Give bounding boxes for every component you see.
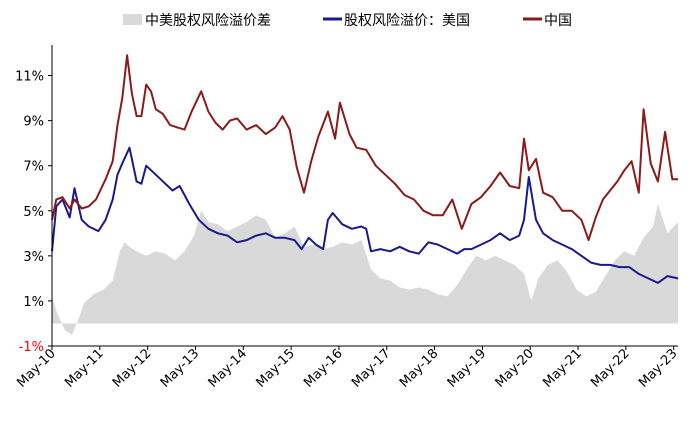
plot-area [51,54,679,335]
x-tick-label: May-21 [540,346,584,390]
x-tick-label: May-22 [588,346,632,390]
y-tick-label: 5% [23,205,44,220]
y-tick-label: 9% [23,115,44,130]
x-tick-label: May-15 [253,346,297,390]
x-tick-label: May-11 [62,346,106,390]
x-tick-label: May-20 [493,346,537,390]
y-tick-label: 11% [15,70,44,85]
legend-label-spread: 中美股权风险溢价差 [145,13,271,29]
x-tick-label: May-13 [158,346,202,390]
x-tick-label: May-16 [301,346,345,390]
legend: 中美股权风险溢价差 股权风险溢价：美国 中国 [123,13,572,29]
x-tick-label: May-17 [349,346,393,390]
series-area-spread [52,204,678,335]
y-tick-label: 7% [23,160,44,175]
x-tick-label: May-23 [636,346,680,390]
x-tick-label: May-19 [445,346,489,390]
legend-label-us: 股权风险溢价：美国 [344,13,470,29]
series-line-us [51,146,679,284]
series-line-china [51,54,678,242]
x-tick-label: May-12 [110,346,154,390]
legend-swatch-area [123,14,142,25]
x-tick-label: May-14 [206,346,250,390]
y-tick-label: -1% [19,340,44,355]
x-tick-label: May-18 [397,346,441,390]
legend-label-china: 中国 [544,13,572,29]
y-tick-label: 3% [23,250,44,265]
y-tick-label: 1% [23,295,44,310]
